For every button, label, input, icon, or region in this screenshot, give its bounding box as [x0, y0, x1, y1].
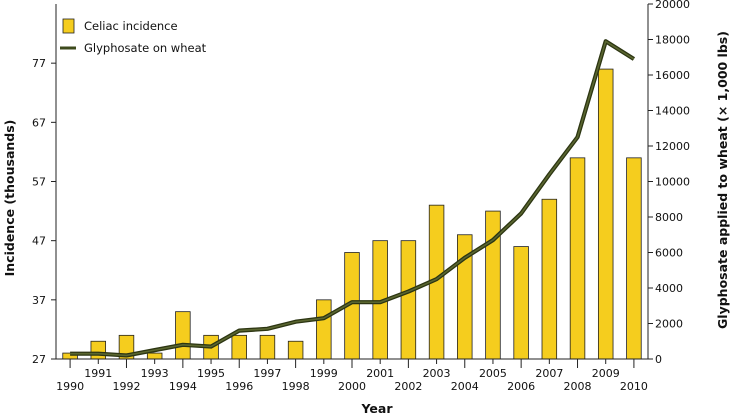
y-tick-label: 57	[32, 176, 46, 189]
x-tick-label: 2002	[394, 380, 422, 393]
y2-tick-label: 12000	[655, 140, 690, 153]
x-tick-label: 2004	[451, 380, 479, 393]
x-tick-label: 1992	[112, 380, 140, 393]
x-tick-label: 1995	[197, 367, 225, 380]
y2-axis-title: Glyphosate applied to wheat (× 1,000 lbs…	[715, 31, 730, 329]
bar-1991	[90, 340, 107, 360]
legend: Celiac incidence Glyphosate on wheat	[60, 18, 207, 55]
bar-2010	[626, 157, 642, 360]
y2-tick-label: 14000	[655, 105, 690, 118]
x-tick-label: 1993	[141, 367, 169, 380]
bar-2002	[400, 240, 417, 360]
bar-1997	[259, 334, 276, 360]
legend-label-glyphosate: Glyphosate on wheat	[84, 41, 207, 55]
y-tick-label: 77	[32, 57, 46, 70]
x-tick-label: 2009	[592, 367, 620, 380]
x-tick-label: 1999	[310, 367, 338, 380]
y-tick-label: 67	[32, 116, 46, 129]
x-tick-label: 1998	[282, 380, 310, 393]
bar-series	[62, 68, 642, 360]
bar-2007	[541, 198, 558, 360]
y-tick-label: 37	[32, 294, 46, 307]
y2-tick-label: 4000	[655, 282, 683, 295]
y2-tick-label: 0	[655, 353, 662, 366]
y2-tick-label: 20000	[655, 0, 690, 11]
x-tick-label: 2000	[338, 380, 366, 393]
y2-tick-label: 16000	[655, 69, 690, 82]
bar-1994	[175, 311, 191, 360]
y2-tick-label: 6000	[655, 247, 683, 260]
x-tick-label: 1994	[169, 380, 197, 393]
y-tick-label: 27	[32, 353, 46, 366]
line-series	[70, 39, 636, 358]
x-tick-label: 2007	[535, 367, 563, 380]
x-tick-label: 1990	[56, 380, 84, 393]
y-tick-label: 47	[32, 235, 46, 248]
y2-tick-label: 2000	[655, 318, 683, 331]
axes	[51, 3, 653, 368]
bar-2009	[597, 68, 614, 360]
bar-1996	[231, 334, 247, 360]
y2-tick-label: 10000	[655, 176, 690, 189]
x-tick-label: 1997	[253, 367, 281, 380]
x-tick-label: 2010	[620, 380, 648, 393]
x-tick-label: 1991	[84, 367, 112, 380]
bar-2008	[569, 157, 586, 360]
legend-label-celiac: Celiac incidence	[84, 19, 178, 33]
x-axis-title: Year	[361, 401, 394, 416]
bar-1999	[316, 299, 332, 360]
x-tick-label: 2003	[423, 367, 451, 380]
bar-1998	[287, 340, 304, 360]
bar-2006	[513, 246, 529, 360]
legend-bar-swatch	[62, 18, 75, 34]
y2-tick-label: 8000	[655, 211, 683, 224]
y-axis-title: Incidence (thousands)	[2, 120, 17, 277]
x-tick-label: 2001	[366, 367, 394, 380]
x-tick-label: 2006	[507, 380, 535, 393]
x-tick-label: 2005	[479, 367, 507, 380]
y2-tick-label: 18000	[655, 34, 690, 47]
x-tick-label: 1996	[225, 380, 253, 393]
x-tick-label: 2008	[564, 380, 592, 393]
bar-1993	[146, 352, 163, 360]
tick-labels: 27 37 47 57 67 77 0 2000 4000 6000 8000 10000 12000 1…	[32, 0, 690, 393]
